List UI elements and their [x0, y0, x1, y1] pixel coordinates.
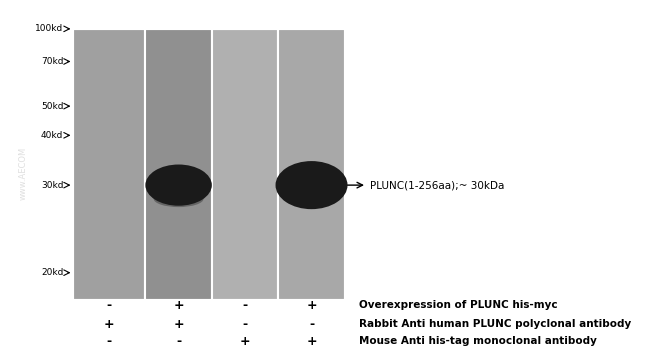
Text: 30kd: 30kd [41, 181, 64, 190]
Text: 20kd: 20kd [41, 268, 64, 277]
FancyBboxPatch shape [278, 29, 344, 300]
Text: -: - [242, 318, 248, 331]
Text: 100kd: 100kd [35, 25, 64, 33]
Text: PLUNC(1-256aa);~ 30kDa: PLUNC(1-256aa);~ 30kDa [370, 180, 504, 190]
Ellipse shape [146, 164, 212, 206]
FancyBboxPatch shape [73, 29, 146, 300]
Text: +: + [306, 299, 317, 312]
Text: -: - [242, 299, 248, 312]
Text: +: + [104, 318, 114, 331]
Text: www.AECOM: www.AECOM [19, 146, 28, 200]
FancyBboxPatch shape [212, 29, 278, 300]
Text: 50kd: 50kd [41, 102, 64, 111]
Text: 40kd: 40kd [41, 131, 64, 140]
Text: -: - [107, 299, 112, 312]
Ellipse shape [153, 191, 203, 207]
Text: Rabbit Anti human PLUNC polyclonal antibody: Rabbit Anti human PLUNC polyclonal antib… [359, 319, 631, 329]
Text: Overexpression of PLUNC his-myc: Overexpression of PLUNC his-myc [359, 300, 557, 310]
Text: -: - [176, 335, 181, 348]
Text: +: + [306, 335, 317, 348]
Text: Mouse Anti his-tag monoclonal antibody: Mouse Anti his-tag monoclonal antibody [359, 336, 597, 346]
Text: +: + [174, 299, 184, 312]
Text: -: - [107, 335, 112, 348]
Text: -: - [309, 318, 314, 331]
Ellipse shape [276, 161, 348, 209]
Text: 70kd: 70kd [41, 57, 64, 66]
Text: +: + [240, 335, 250, 348]
FancyBboxPatch shape [146, 29, 212, 300]
Text: +: + [174, 318, 184, 331]
